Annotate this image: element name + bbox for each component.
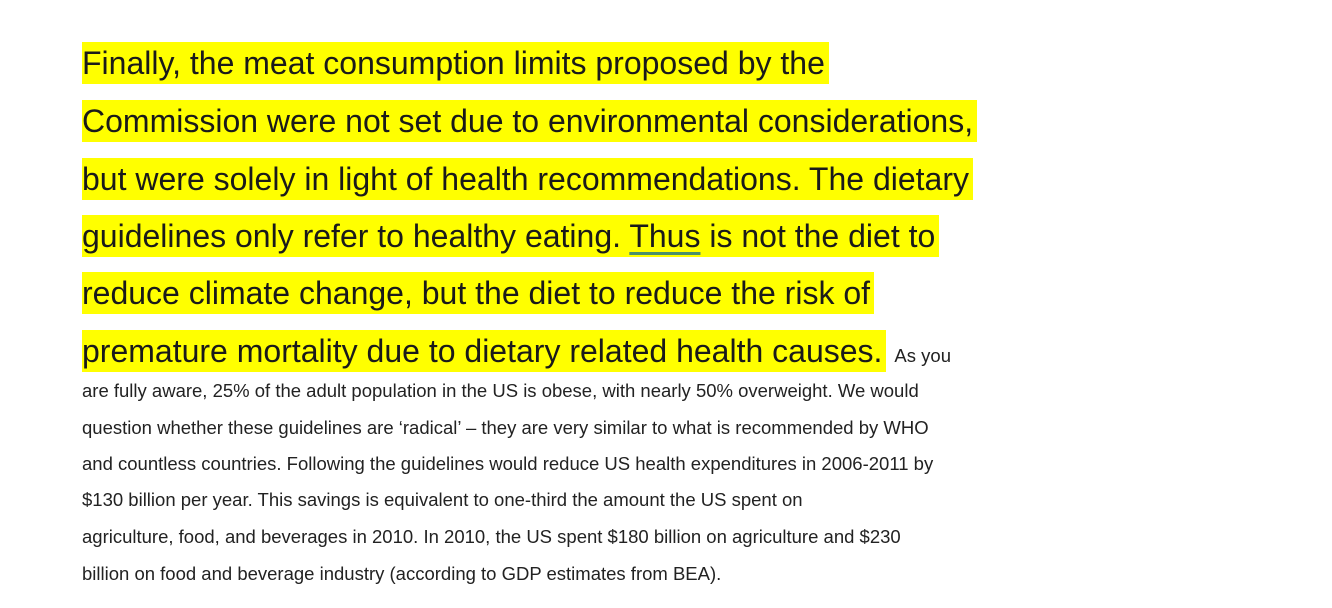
highlighted-line: but were solely in light of health recom… (82, 153, 973, 205)
body-line: billion on food and beverage industry (a… (82, 563, 722, 584)
highlight: Commission were not set due to environme… (82, 100, 978, 142)
highlighted-line: premature mortality due to dietary relat… (82, 325, 951, 382)
highlighted-line: Finally, the meat consumption limits pro… (82, 37, 829, 89)
highlight: Finally, the meat consumption limits pro… (82, 42, 829, 84)
body-line: question whether these guidelines are ‘r… (82, 417, 929, 438)
body-text: As you (894, 345, 951, 366)
flagged-word: Thus (629, 218, 701, 254)
highlight: premature mortality due to dietary relat… (82, 330, 887, 372)
highlight: but were solely in light of health recom… (82, 158, 973, 200)
text: reduce climate change, but the diet to r… (82, 275, 871, 311)
body-line: agriculture, food, and beverages in 2010… (82, 526, 901, 547)
highlight: guidelines only refer to healthy eating.… (82, 215, 940, 257)
text: Commission were not set due to environme… (82, 103, 974, 139)
body-line: and countless countries. Following the g… (82, 453, 934, 474)
text: but were solely in light of health recom… (82, 161, 969, 197)
highlight: reduce climate change, but the diet to r… (82, 272, 875, 314)
text: is not the diet to (700, 218, 936, 254)
body-line: $130 billion per year. This savings is e… (82, 489, 803, 510)
text: Finally, the meat consumption limits pro… (82, 45, 825, 81)
text: premature mortality due to dietary relat… (82, 333, 883, 369)
text: guidelines only refer to healthy eating. (82, 218, 630, 254)
highlighted-line: Commission were not set due to environme… (82, 95, 978, 147)
body-line: are fully aware, 25% of the adult popula… (82, 380, 919, 401)
highlighted-line: guidelines only refer to healthy eating.… (82, 210, 940, 262)
highlighted-line: reduce climate change, but the diet to r… (82, 267, 875, 319)
